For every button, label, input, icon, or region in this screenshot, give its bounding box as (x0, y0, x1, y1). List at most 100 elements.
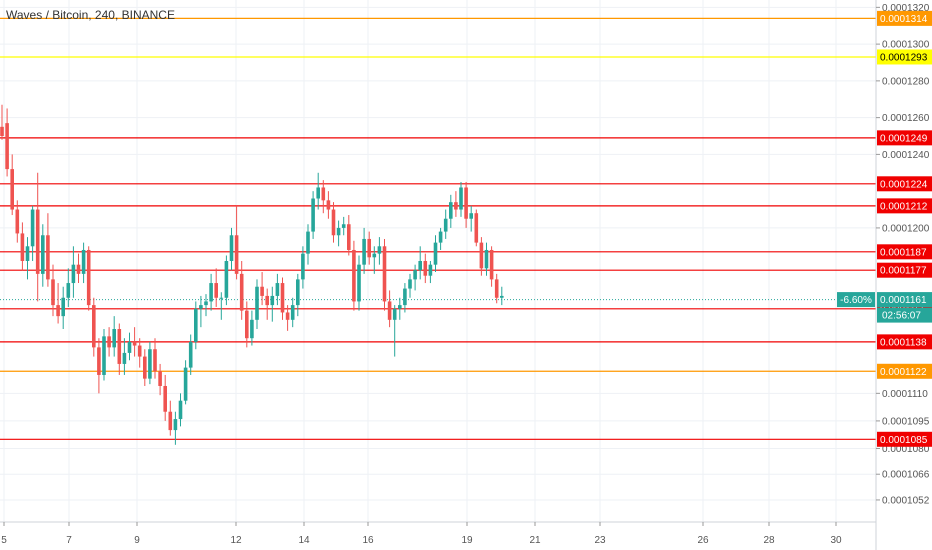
candle-body-15 (76, 264, 81, 274)
x-tick-label-4: 14 (298, 535, 310, 546)
candle-body-47 (239, 273, 244, 311)
x-tick-label-2: 9 (134, 535, 140, 546)
level-label-0: 0.0001314 (880, 14, 928, 25)
level-label-bg-10 (877, 431, 932, 447)
candle-body-54 (275, 283, 280, 296)
level-label-bg-2 (877, 130, 932, 146)
level-label-bg-6 (877, 262, 932, 278)
level-label-1: 0.0001293 (880, 52, 928, 63)
candle-body-63 (321, 187, 326, 201)
candle-body-43 (219, 297, 224, 299)
candle-body-48 (245, 310, 249, 339)
y-tick-label-1: 0.0001300 (882, 40, 930, 51)
level-label-bg-8 (877, 334, 932, 350)
candle-body-39 (199, 305, 203, 309)
candle-body-91 (464, 187, 468, 219)
level-label-10: 0.0001085 (880, 435, 928, 446)
chart-title: Waves / Bitcoin, 240, BINANCE (6, 8, 175, 22)
candle-body-38 (194, 308, 198, 342)
y-tick-label-7: 0.0001095 (882, 416, 930, 427)
candle-body-67 (341, 224, 346, 228)
x-tick-label-0: 5 (1, 535, 7, 546)
candle-body-64 (326, 200, 331, 210)
candle-body-33 (168, 411, 173, 431)
level-label-bg-5 (877, 244, 932, 260)
candle-body-17 (86, 249, 91, 306)
candle-body-19 (97, 347, 101, 375)
time-axis[interactable]: 5 7 9 12 14 16 19 21 23 26 28 30 (1, 522, 842, 546)
y-tick-label-0: 0.0001320 (882, 3, 930, 14)
candle-body-95 (484, 249, 489, 269)
candle-body-11 (56, 305, 60, 317)
y-tick-label-8: 0.0001080 (882, 444, 930, 455)
grid (0, 0, 876, 522)
x-tick-label-5: 16 (362, 535, 374, 546)
candle-body-96 (489, 249, 494, 280)
candle-body-98 (500, 295, 504, 298)
candle-body-70 (357, 264, 361, 302)
candle-body-29 (148, 349, 152, 379)
level-label-bg-0 (877, 10, 932, 26)
candle-body-27 (137, 345, 142, 357)
candle-body-51 (260, 286, 264, 296)
level-label-5: 0.0001187 (880, 247, 927, 258)
candle-body-24 (122, 352, 127, 364)
candle-body-86 (438, 231, 443, 243)
candle-body-60 (306, 231, 310, 254)
level-label-4: 0.0001212 (880, 201, 928, 212)
candle-body-56 (285, 312, 290, 320)
candle-body-5 (25, 246, 30, 261)
horizontal-levels (0, 17, 876, 440)
candle-body-21 (107, 336, 111, 348)
price-axis[interactable]: 0.0001320 0.0001300 0.0001280 0.0001260 0.00… (876, 3, 930, 507)
candle-body-10 (51, 279, 55, 306)
x-tick-label-3: 12 (230, 535, 242, 546)
candle-body-59 (301, 253, 305, 280)
candle-body-89 (454, 202, 458, 210)
candle-body-65 (331, 209, 336, 236)
candle-body-8 (41, 235, 45, 274)
candle-body-34 (173, 419, 178, 431)
current-price-label: 0.0001161 (880, 295, 927, 306)
candle-body-16 (81, 249, 86, 274)
candle-body-28 (143, 356, 147, 379)
current-price-label-bg (877, 292, 932, 308)
level-label-8: 0.0001138 (880, 337, 927, 348)
candle-body-77 (392, 308, 397, 320)
candle-body-78 (398, 305, 402, 309)
candle-body-30 (153, 349, 157, 372)
candle-body-35 (178, 400, 183, 420)
candle-body-4 (20, 233, 25, 261)
candle-body-92 (469, 213, 473, 219)
x-tick-label-1: 7 (66, 535, 72, 546)
y-tick-label-10: 0.0001052 (882, 495, 930, 506)
candle-body-61 (311, 198, 315, 232)
candle-body-18 (92, 305, 96, 348)
candle-body-57 (290, 305, 295, 320)
y-tick-label-4: 0.0001240 (882, 150, 930, 161)
candle-body-42 (214, 283, 218, 298)
candle-body-73 (372, 253, 377, 258)
candle-body-62 (316, 187, 320, 199)
candle-body-58 (296, 279, 300, 306)
candle-body-74 (377, 246, 382, 254)
candle-body-32 (163, 385, 167, 412)
candle-body-0 (0, 126, 4, 137)
candle-body-83 (423, 261, 428, 276)
countdown-label-bg (877, 307, 932, 323)
y-tick-label-6: 0.0001110 (882, 389, 928, 400)
candle-body-22 (112, 329, 116, 348)
candle-body-49 (250, 319, 254, 339)
candle-body-6 (30, 209, 35, 247)
level-label-bg-9 (877, 363, 932, 379)
x-tick-label-9: 26 (697, 535, 709, 546)
candle-body-52 (265, 295, 269, 306)
candle-body-76 (387, 301, 392, 320)
candle-body-53 (270, 295, 275, 306)
candle-body-7 (35, 209, 40, 274)
candle-body-23 (117, 329, 122, 364)
candle-body-26 (132, 341, 137, 346)
level-label-bg-1 (877, 49, 932, 65)
candle-body-80 (408, 279, 412, 289)
